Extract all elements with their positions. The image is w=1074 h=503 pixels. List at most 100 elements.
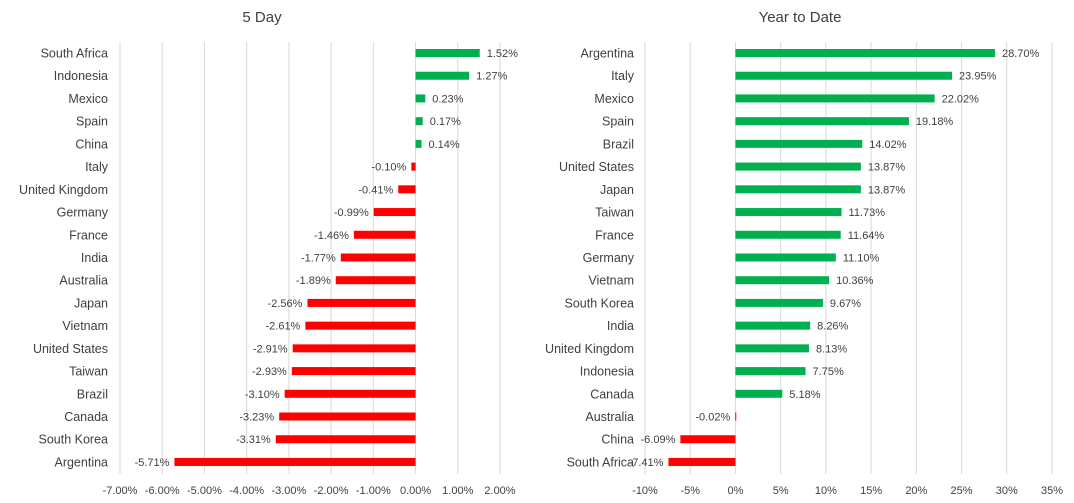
bar-ytd-3: [735, 117, 909, 126]
category-label-ytd-14: Indonesia: [580, 365, 634, 379]
category-label-ytd-17: China: [601, 433, 634, 447]
x-tick-label-ytd-4: 10%: [815, 485, 837, 497]
x-tick-label-5-day-1: -6.00%: [145, 485, 180, 497]
x-tick-label-5-day-5: -2.00%: [314, 485, 349, 497]
category-label-5-day-4: China: [75, 137, 108, 151]
x-tick-label-5-day-9: 2.00%: [484, 485, 515, 497]
bar-ytd-9: [735, 253, 836, 262]
x-tick-label-ytd-2: 0%: [727, 485, 743, 497]
bar-5-day-16: [279, 412, 416, 421]
category-label-5-day-2: Mexico: [68, 92, 108, 106]
bar-5-day-3: [415, 117, 423, 126]
bar-5-day-1: [415, 71, 470, 80]
x-tick-label-ytd-5: 15%: [860, 485, 882, 497]
data-label-5-day-15: -3.10%: [245, 389, 280, 401]
bar-ytd-5: [735, 162, 861, 171]
bar-5-day-12: [305, 321, 416, 330]
data-label-ytd-6: 13.87%: [868, 184, 906, 196]
category-label-ytd-2: Mexico: [594, 92, 634, 106]
data-label-5-day-0: 1.52%: [487, 48, 518, 60]
bar-ytd-4: [735, 139, 863, 148]
data-label-ytd-18: -7.41%: [629, 457, 664, 469]
category-label-ytd-1: Italy: [611, 69, 635, 83]
category-label-5-day-18: Argentina: [54, 455, 108, 469]
data-label-ytd-3: 19.18%: [916, 116, 954, 128]
data-label-5-day-5: -0.10%: [371, 162, 406, 174]
bar-5-day-0: [415, 49, 480, 57]
data-label-ytd-0: 28.70%: [1002, 48, 1040, 60]
x-tick-label-ytd-1: -5%: [680, 485, 700, 497]
data-label-ytd-14: 7.75%: [813, 366, 844, 378]
bar-5-day-8: [353, 230, 416, 239]
data-label-ytd-15: 5.18%: [789, 389, 820, 401]
bar-5-day-7: [373, 208, 416, 217]
data-label-ytd-9: 11.10%: [843, 252, 880, 264]
bar-ytd-17: [680, 435, 736, 444]
chart-title-5-day: 5 Day: [242, 9, 282, 26]
category-label-ytd-4: Brazil: [603, 137, 634, 151]
bar-5-day-18: [174, 457, 416, 466]
data-label-5-day-4: 0.14%: [428, 139, 459, 151]
category-label-5-day-10: Australia: [59, 274, 108, 288]
data-label-ytd-4: 14.02%: [869, 139, 907, 151]
bar-5-day-10: [335, 276, 416, 285]
category-label-5-day-6: United Kingdom: [19, 183, 108, 197]
x-tick-label-5-day-0: -7.00%: [103, 485, 138, 497]
category-label-ytd-12: India: [607, 319, 634, 333]
x-tick-label-5-day-8: 1.00%: [442, 485, 473, 497]
category-label-5-day-9: India: [81, 251, 108, 265]
x-tick-label-ytd-6: 20%: [905, 485, 927, 497]
category-label-ytd-9: Germany: [583, 251, 635, 265]
bar-5-day-13: [292, 344, 416, 353]
category-label-5-day-14: Taiwan: [69, 365, 108, 379]
category-label-ytd-13: United Kingdom: [545, 342, 634, 356]
bar-ytd-18: [668, 457, 736, 466]
data-label-5-day-14: -2.93%: [252, 366, 287, 378]
data-label-5-day-1: 1.27%: [476, 71, 507, 83]
x-tick-label-ytd-8: 30%: [996, 485, 1018, 497]
category-label-ytd-6: Japan: [600, 183, 634, 197]
data-label-ytd-16: -0.02%: [695, 412, 730, 424]
data-label-ytd-5: 13.87%: [868, 162, 906, 174]
data-label-5-day-9: -1.77%: [301, 252, 336, 264]
data-label-ytd-1: 23.95%: [959, 71, 997, 83]
category-label-5-day-8: France: [69, 228, 108, 242]
x-tick-label-ytd-0: -10%: [632, 485, 658, 497]
category-label-5-day-16: Canada: [64, 410, 108, 424]
data-label-ytd-13: 8.13%: [816, 343, 847, 355]
bar-ytd-1: [735, 71, 953, 80]
bar-ytd-11: [735, 298, 823, 307]
category-label-5-day-0: South Africa: [41, 47, 108, 61]
bar-5-day-17: [275, 435, 416, 444]
category-label-ytd-11: South Korea: [565, 296, 635, 310]
x-tick-label-ytd-3: 5%: [773, 485, 789, 497]
category-label-ytd-8: France: [595, 228, 634, 242]
bar-ytd-7: [735, 208, 842, 217]
bar-5-day-5: [411, 162, 416, 171]
data-label-ytd-10: 10.36%: [836, 275, 874, 287]
bar-ytd-15: [735, 389, 783, 398]
x-tick-label-5-day-7: 0.00%: [400, 485, 431, 497]
category-label-5-day-13: United States: [33, 342, 108, 356]
bar-5-day-9: [340, 253, 416, 262]
bar-ytd-6: [735, 185, 861, 194]
bar-ytd-0: [735, 49, 996, 57]
panel-year-to-date: Year to Date -10% -5% 0% 5% 10% 15% 20% 25% 30% 3…: [545, 9, 1063, 497]
x-tick-label-5-day-2: -5.00%: [187, 485, 222, 497]
bar-5-day-11: [307, 298, 416, 307]
x-tick-label-5-day-4: -3.00%: [271, 485, 306, 497]
data-label-5-day-10: -1.89%: [296, 275, 331, 287]
data-label-ytd-12: 8.26%: [817, 321, 848, 333]
data-label-5-day-3: 0.17%: [430, 116, 461, 128]
category-label-ytd-15: Canada: [590, 387, 634, 401]
bar-ytd-2: [735, 94, 935, 103]
bar-ytd-14: [735, 367, 806, 376]
bar-ytd-10: [735, 276, 830, 285]
data-label-ytd-17: -6.09%: [641, 434, 676, 446]
bar-5-day-6: [398, 185, 416, 194]
data-label-5-day-6: -0.41%: [358, 184, 393, 196]
x-tick-label-ytd-9: 35%: [1041, 485, 1063, 497]
bar-ytd-12: [735, 321, 811, 330]
bar-ytd-13: [735, 344, 809, 353]
